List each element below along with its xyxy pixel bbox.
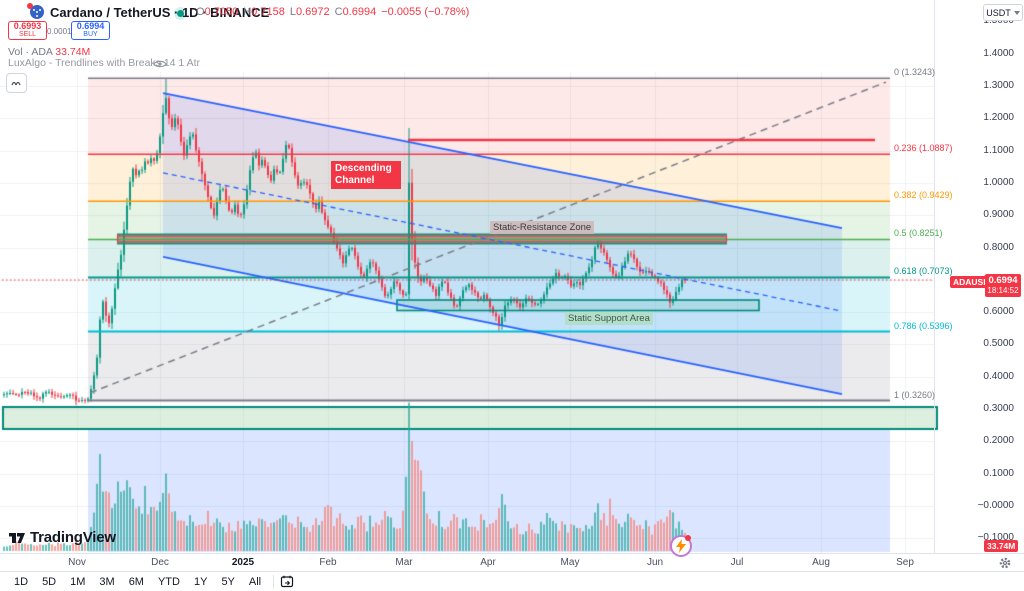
time-tick-label: Jun xyxy=(646,557,664,568)
time-tick-label: Aug xyxy=(812,557,830,568)
price-tick-label: 1.1000 xyxy=(983,144,1014,156)
fib-level-label: 1 (0.3260) xyxy=(894,389,936,400)
price-tick-label: 1.3000 xyxy=(983,80,1014,91)
volume-legend-value: 33.74M xyxy=(55,46,91,58)
bottom-toolbar: 1D 5D 1M 3M 6M YTD 1Y 5Y All xyxy=(0,572,1024,591)
go-to-date-icon[interactable] xyxy=(280,575,294,588)
eye-icon[interactable] xyxy=(153,57,167,69)
time-axis-separator xyxy=(0,553,1024,554)
range-button-1m[interactable]: 1M xyxy=(70,575,86,588)
time-tick-label: May xyxy=(560,557,580,568)
indicator-legend-row[interactable]: LuxAlgo - Trendlines with Breaks 14 1 At… xyxy=(8,57,201,69)
range-button-5d[interactable]: 5D xyxy=(42,575,57,588)
price-tick-label: 1.4000 xyxy=(983,47,1014,59)
range-button-3m[interactable]: 3M xyxy=(99,575,115,588)
time-tick-label: Jul xyxy=(730,557,744,568)
bid-ask-spread: 0.0001 xyxy=(47,27,72,36)
lightning-event-icon[interactable] xyxy=(670,535,692,557)
sell-label: SELL xyxy=(18,31,37,38)
price-tick-label: 1.2000 xyxy=(983,112,1014,124)
sell-button[interactable]: 0.6993 SELL xyxy=(8,21,47,40)
toolbar-divider xyxy=(273,575,275,588)
ohlc-key: L xyxy=(289,6,296,18)
fib-level-label: 0 (1.3243) xyxy=(894,67,936,78)
last-price-value: 0.6994 xyxy=(988,275,1018,286)
price-tick-label: −0.0000 xyxy=(977,499,1014,511)
chart-legend: Cardano / TetherUS · 1D · BINANCE O0.705… xyxy=(0,0,940,70)
ohlc-value: 0.7158 xyxy=(251,6,285,18)
market-open-status-icon xyxy=(177,10,184,17)
chevron-down-icon xyxy=(1013,10,1020,15)
descending-channel-annotation[interactable]: Descending Channel xyxy=(331,161,401,189)
axis-separator xyxy=(934,0,935,571)
ohlc-values: O0.7050 H0.7158 L0.6972 C0.6994 −0.0055 (−0.… xyxy=(196,6,469,18)
sell-price: 0.6993 xyxy=(13,21,42,31)
last-price-tag: 0.6994 18:14:52 xyxy=(985,274,1021,297)
currency-selector-button[interactable]: USDT xyxy=(983,4,1023,21)
time-tick-label: Dec xyxy=(151,557,169,568)
ohlc-value: 0.6972 xyxy=(295,6,330,18)
static-resistance-zone-annotation[interactable]: Static-Resistance Zone xyxy=(490,221,595,234)
buy-price: 0.6994 xyxy=(76,21,105,31)
time-tick-label: Nov xyxy=(68,557,86,568)
price-tick-label: 0.8000 xyxy=(983,241,1014,253)
ohlc-key: O xyxy=(196,6,205,18)
buy-button[interactable]: 0.6994 BUY xyxy=(71,21,110,40)
price-tick-label: 1.0000 xyxy=(983,176,1014,188)
price-tick-label: −0.1000 xyxy=(977,532,1014,544)
time-axis[interactable]: Nov Dec 2025 Feb Mar Apr May Jun Jul Aug Sep xyxy=(0,554,1024,571)
ohlc-value: 0.6994 xyxy=(342,6,377,18)
drawing-toolbar-toggle-button[interactable] xyxy=(6,73,27,93)
currency-selector-label: USDT xyxy=(986,7,1011,18)
fib-level-label: 0.786 (0.5396) xyxy=(894,320,953,331)
time-tick-label: Apr xyxy=(480,557,496,568)
range-button-5y[interactable]: 5Y xyxy=(221,575,235,588)
volume-legend-row: Vol · ADA 33.74M xyxy=(8,46,90,58)
fib-level-label: 0.5 (0.8251) xyxy=(894,228,943,239)
time-tick-label: 2025 xyxy=(231,557,255,568)
ohlc-value: 0.7050 xyxy=(204,6,239,18)
price-tick-label: 0.1000 xyxy=(983,467,1014,479)
fib-level-label: 0.236 (1.0887) xyxy=(894,143,953,154)
ohlc-key: C xyxy=(334,6,343,18)
range-button-all[interactable]: All xyxy=(248,575,262,588)
range-button-1y[interactable]: 1Y xyxy=(193,575,208,588)
time-tick-label: Sep xyxy=(896,557,914,568)
volume-legend-label: Vol · ADA xyxy=(8,46,53,58)
tradingview-logo-text: TradingView xyxy=(30,528,116,546)
fib-level-label: 0.618 (0.7073) xyxy=(894,266,953,277)
change-value: −0.0055 (−0.78%) xyxy=(381,6,470,18)
price-tick-label: 0.3000 xyxy=(983,403,1014,414)
static-support-area-annotation[interactable]: Static Support Area xyxy=(565,312,653,325)
volume-axis-tag: 33.74M xyxy=(984,540,1019,552)
price-tick-label: 0.9000 xyxy=(983,209,1014,221)
range-button-ytd[interactable]: YTD xyxy=(157,575,180,588)
tradingview-logo[interactable]: TradingView xyxy=(8,528,116,546)
ohlc-key: H xyxy=(243,6,252,18)
fib-level-label: 0.382 (0.9429) xyxy=(894,190,953,201)
time-tick-label: Mar xyxy=(395,557,413,568)
price-tick-label: 0.4000 xyxy=(983,370,1014,382)
exchange-overlay-icon xyxy=(27,3,33,9)
buy-label: BUY xyxy=(83,31,98,38)
bar-countdown: 18:14:52 xyxy=(987,286,1019,295)
gear-icon[interactable] xyxy=(999,556,1011,569)
time-tick-label: Feb xyxy=(319,557,337,568)
price-tick-label: 0.6000 xyxy=(983,306,1014,318)
tradingview-logo-icon xyxy=(9,533,25,543)
range-button-6m[interactable]: 6M xyxy=(128,575,144,588)
notification-dot-icon xyxy=(685,535,691,541)
price-tick-label: 0.2000 xyxy=(983,435,1014,447)
cardano-logo-icon xyxy=(30,5,44,19)
symbol-title[interactable]: Cardano / TetherUS · 1D · BINANCE xyxy=(50,5,270,20)
price-tick-label: 0.5000 xyxy=(983,338,1014,350)
range-button-1d[interactable]: 1D xyxy=(14,575,29,588)
toolbar-separator xyxy=(0,571,1024,572)
